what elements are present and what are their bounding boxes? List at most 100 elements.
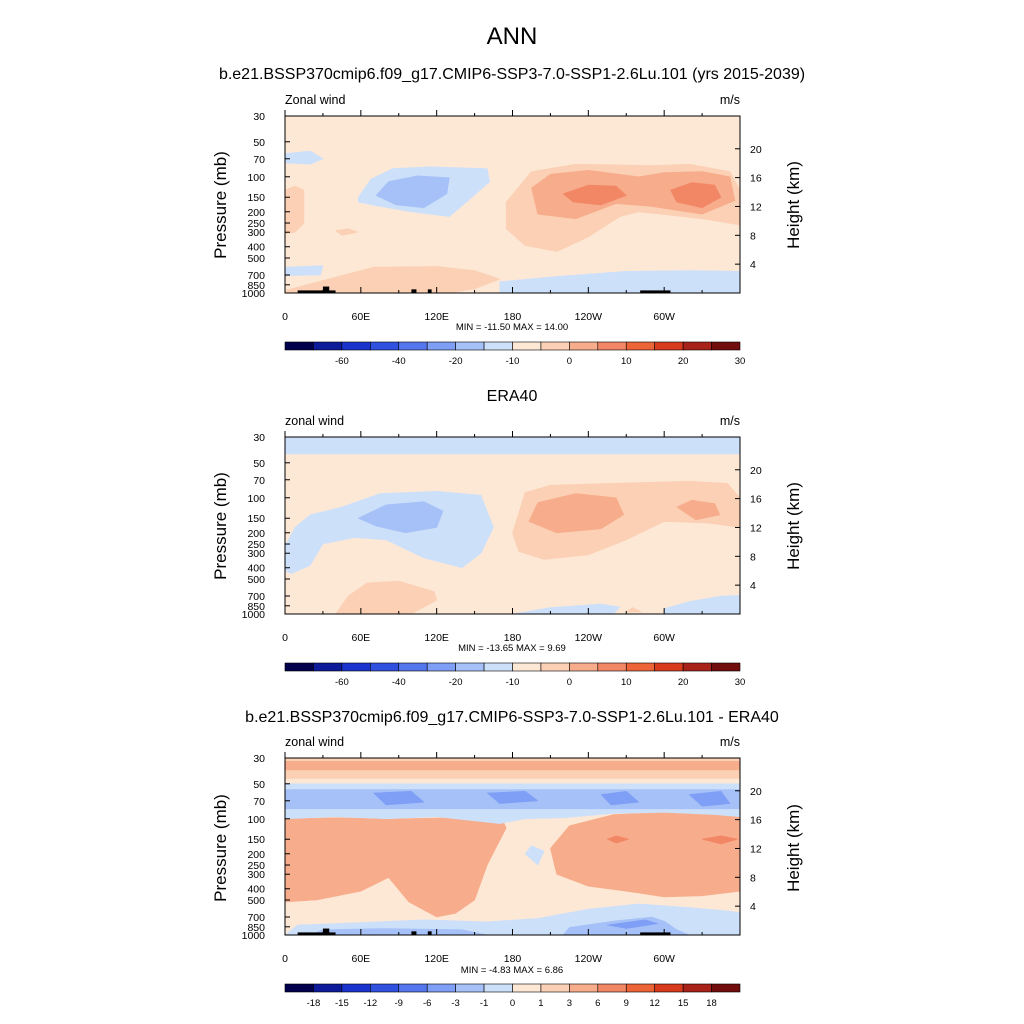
height-tick-label: 8 [750,551,756,563]
height-tick-label: 8 [750,872,756,884]
topography-block [640,932,671,935]
y-tick-label: 70 [253,475,265,487]
colorbar-swatch [426,341,456,351]
y-tick-label: 150 [247,513,265,525]
contour-region [676,499,721,521]
contour-region [285,150,324,165]
topography-block [297,290,336,293]
x-tick-label: 60E [351,311,370,323]
contour-region [625,607,642,613]
height-tick-label: 16 [750,494,762,506]
y-tick-label: 700 [247,591,265,603]
colorbar: -60 -40 -20 -10 0 10 20 30 [284,341,746,367]
colorbar-label: -9 [395,998,403,1009]
colorbar-label: 20 [678,677,689,688]
contour-region [512,603,621,614]
colorbar-swatch [284,341,314,351]
topography-block [322,286,330,293]
contour-region [373,790,425,806]
y2-axis-label: Height (km) [784,482,803,570]
corner-label-left: Zonal wind [285,93,345,107]
y-tick-label: 70 [253,796,265,808]
y-tick-label: 200 [247,207,265,219]
colorbar-swatch [569,341,599,351]
colorbar-label: 10 [621,677,632,688]
y-tick-label: 30 [253,432,265,444]
corner-label-right: m/s [720,735,740,749]
colorbar-swatch [654,341,684,351]
min-max-text: MIN = -11.50 MAX = 14.00 [456,322,568,333]
height-tick-label: 16 [750,815,762,827]
y-tick-label: 300 [247,227,265,239]
contour-region [285,265,324,277]
x-tick-label: 180 [504,953,522,965]
colorbar-label: -10 [506,677,520,688]
height-tick-label: 12 [750,843,762,855]
y-tick-label: 1000 [242,930,266,942]
colorbar-swatch [711,983,741,993]
colorbar-swatch [483,662,513,672]
x-tick-label: 60W [653,953,675,965]
contour-region [375,175,450,209]
topography-block [411,289,417,293]
y-tick-label: 850 [247,280,265,292]
y-tick-label: 150 [247,834,265,846]
colorbar-label: 18 [706,998,717,1009]
colorbar-swatch [682,662,712,672]
y-tick-label: 400 [247,563,265,575]
colorbar-swatch [597,341,627,351]
y-tick-label: 250 [247,218,265,230]
height-tick-label: 20 [750,786,762,798]
colorbar-swatch [682,341,712,351]
contour-region [531,170,736,220]
contour-region [285,266,501,293]
colorbar-swatch [313,662,343,672]
colorbar-swatch [341,662,371,672]
colorbar-label: -20 [449,677,463,688]
colorbar-label: -12 [363,998,377,1009]
x-tick-label: 120W [575,311,603,323]
colorbar-swatch [455,662,485,672]
contour-region [528,493,625,534]
contour-region [285,437,740,614]
topography-block [297,932,336,935]
y-tick-label: 500 [247,253,265,265]
contour-region [309,928,488,935]
colorbar-swatch [313,341,343,351]
x-tick-label: 180 [504,311,522,323]
colorbar-swatch [711,662,741,672]
contour-region [550,810,740,898]
colorbar: -60 -40 -20 -10 0 10 20 30 [284,662,746,688]
x-tick-label: 120E [424,311,449,323]
colorbar-label: 0 [567,677,572,688]
topography-block [427,931,432,935]
colorbar-label: 30 [735,356,746,367]
y-axis-label: Pressure (mb) [211,794,230,902]
panel-1: b.e21.BSSP370cmip6.f09_g17.CMIP6-SSP3-7.… [211,66,805,367]
colorbar-label: 30 [735,677,746,688]
x-tick-label: 60E [351,632,370,644]
topography [297,286,671,293]
colorbar-swatch [625,983,655,993]
contour-region [606,835,630,844]
colorbar-swatch [512,983,542,993]
y-tick-label: 500 [247,574,265,586]
y-tick-label: 200 [247,528,265,540]
min-max-text: MIN = -13.65 MAX = 9.69 [458,643,566,654]
colorbar-label: 0 [510,998,515,1009]
colorbar-label: 0 [567,356,572,367]
y2-axis-label: Height (km) [784,804,803,892]
colorbar-label: 20 [678,356,689,367]
colorbar-swatch [711,341,741,351]
colorbar-swatch [398,341,428,351]
contour-region [670,182,722,209]
x-tick-label: 120E [424,632,449,644]
y-tick-label: 400 [247,884,265,896]
colorbar-swatch [284,983,314,993]
colorbar-label: 1 [538,998,543,1009]
y2-axis-label: Height (km) [784,161,803,249]
colorbar-swatch [313,983,343,993]
